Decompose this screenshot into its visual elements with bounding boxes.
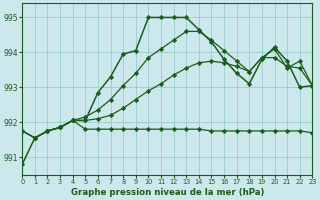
X-axis label: Graphe pression niveau de la mer (hPa): Graphe pression niveau de la mer (hPa): [71, 188, 264, 197]
